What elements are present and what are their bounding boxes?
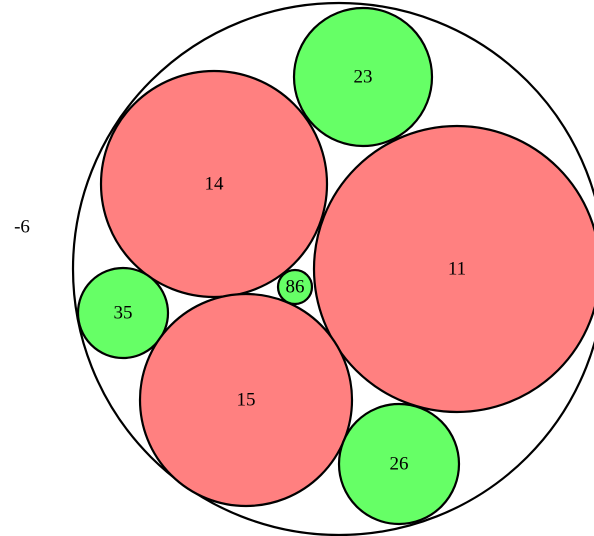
node-label: 14 (205, 173, 225, 194)
node-label: 35 (114, 302, 133, 323)
node-circle (292, 6, 434, 148)
node-circle (138, 292, 354, 508)
node-circle (276, 268, 314, 306)
node-circle (76, 266, 170, 360)
node-circle (99, 69, 329, 299)
node-circle (337, 402, 461, 526)
node-label: 11 (448, 258, 466, 279)
side-label: -6 (14, 216, 30, 237)
node-label: 86 (286, 276, 305, 297)
node-label: 23 (354, 66, 373, 87)
node-label: 15 (237, 389, 256, 410)
node-label: 26 (390, 453, 409, 474)
node-circle (312, 124, 594, 414)
